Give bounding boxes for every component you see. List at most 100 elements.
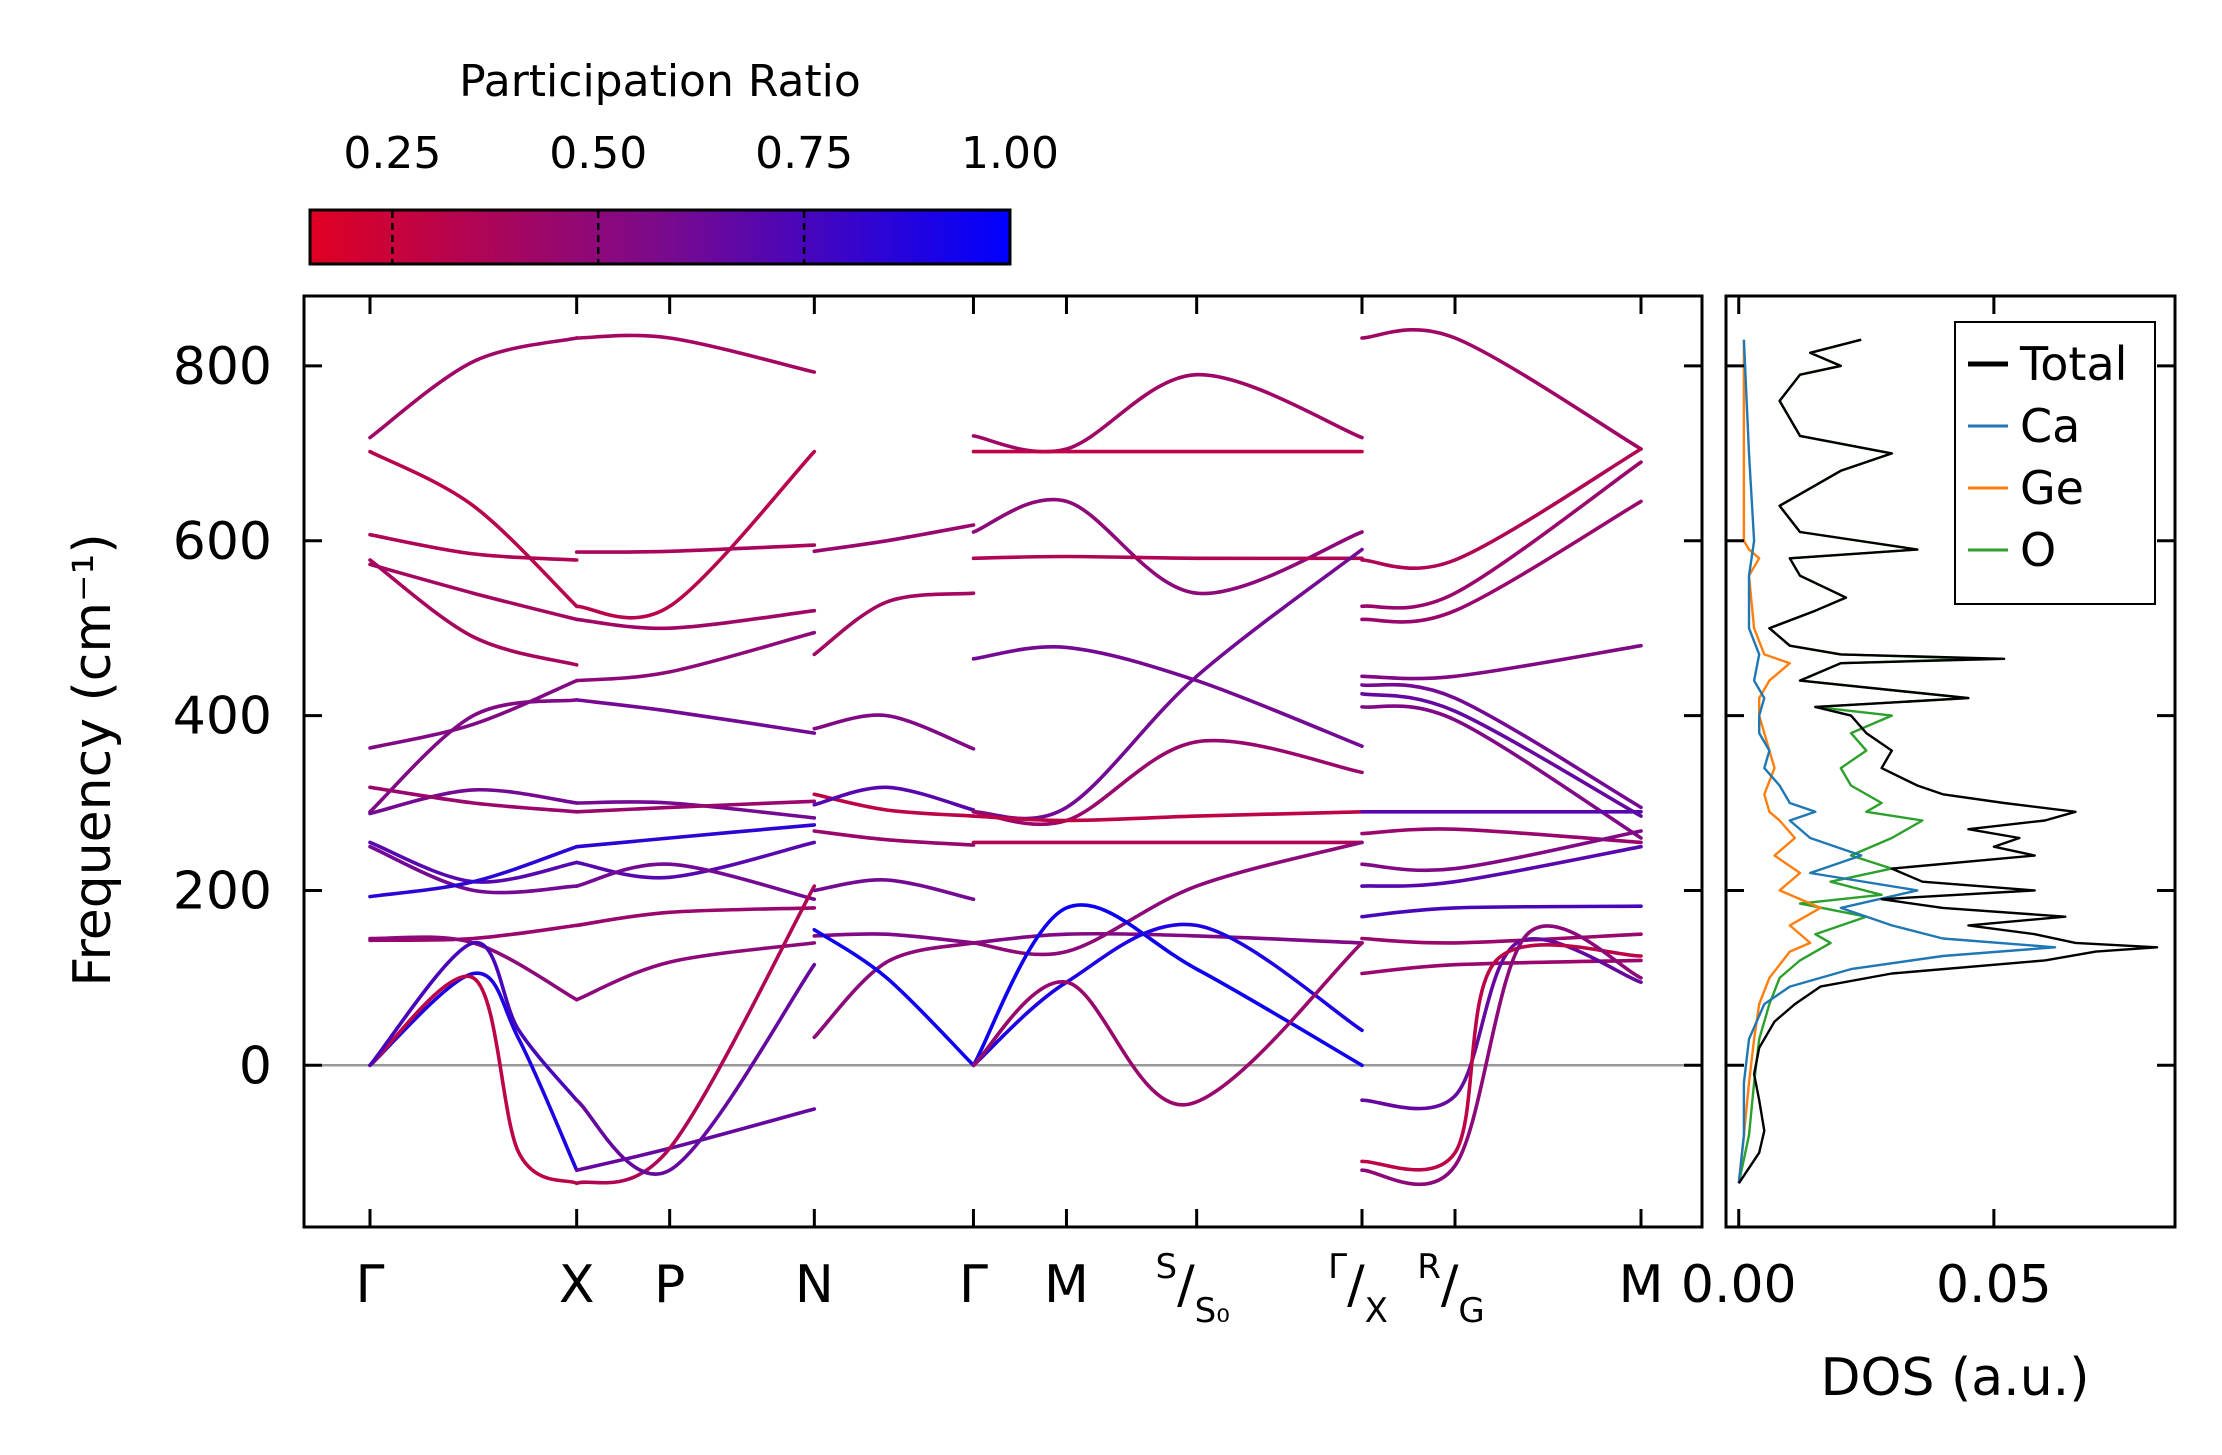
dos-legend: Total Ca Ge O bbox=[1954, 321, 2156, 605]
colorbar bbox=[308, 208, 1012, 266]
dos-x-axis-label: DOS (a.u.) bbox=[1821, 1348, 2090, 1408]
band-16 bbox=[368, 785, 579, 814]
band-36 bbox=[812, 713, 976, 751]
kpoint-label: N bbox=[795, 1255, 834, 1315]
band-63 bbox=[1360, 682, 1643, 810]
y-tick-label: 600 bbox=[173, 512, 272, 572]
band-53 bbox=[971, 931, 1364, 945]
band-02 bbox=[574, 333, 817, 374]
band-68 bbox=[1360, 829, 1643, 873]
band-01 bbox=[368, 336, 579, 440]
band-39 bbox=[812, 829, 976, 847]
y-tick-label: 200 bbox=[173, 861, 272, 921]
band-19 bbox=[574, 840, 817, 880]
band-23 bbox=[574, 823, 817, 849]
band-72 bbox=[1360, 958, 1643, 976]
band-43 bbox=[812, 928, 976, 1068]
band-14 bbox=[368, 787, 579, 816]
legend-label-o: O bbox=[2020, 523, 2056, 577]
band-59 bbox=[1360, 447, 1643, 570]
band-54 bbox=[971, 840, 1364, 957]
band-70 bbox=[1360, 904, 1643, 919]
band-75 bbox=[1360, 924, 1643, 1187]
band-48 bbox=[971, 644, 1364, 748]
band-15 bbox=[574, 800, 817, 820]
y-tick-label: 800 bbox=[173, 337, 272, 397]
y-tick-label: 400 bbox=[173, 687, 272, 747]
band-74 bbox=[1360, 943, 1643, 1172]
band-29 bbox=[574, 1107, 817, 1172]
band-31 bbox=[574, 884, 817, 1186]
legend-label-ca: Ca bbox=[2020, 399, 2080, 453]
band-20 bbox=[368, 844, 579, 895]
band-65 bbox=[1360, 704, 1643, 840]
band-71 bbox=[1360, 932, 1643, 945]
band-49 bbox=[971, 547, 1364, 821]
y-tick-label: 0 bbox=[239, 1036, 272, 1096]
kpoint-label: R/G bbox=[1417, 1247, 1485, 1331]
band-04 bbox=[574, 449, 817, 620]
kpoint-label: Γ/X bbox=[1328, 1247, 1388, 1331]
kpoint-label: X bbox=[559, 1255, 595, 1315]
band-03 bbox=[368, 449, 579, 609]
band-58 bbox=[1360, 328, 1643, 451]
kpoint-label: S/S₀ bbox=[1155, 1247, 1229, 1331]
band-33 bbox=[574, 962, 817, 1176]
band-41 bbox=[812, 932, 976, 945]
band-32 bbox=[368, 941, 579, 1102]
dos-series-total bbox=[1737, 338, 2159, 1184]
colorbar-tick-label: 1.00 bbox=[961, 128, 1059, 179]
band-17 bbox=[574, 799, 817, 814]
band-51 bbox=[971, 810, 1364, 823]
band-26 bbox=[368, 935, 579, 1002]
colorbar-tick-label: 0.25 bbox=[343, 128, 441, 179]
band-21 bbox=[574, 862, 817, 901]
y-axis-label: Frequency (cm⁻¹) bbox=[63, 533, 123, 986]
dos-series-ca bbox=[1737, 339, 2057, 1184]
kpoint-label: Γ bbox=[356, 1255, 385, 1315]
kpoint-label: Γ bbox=[959, 1255, 988, 1315]
band-46 bbox=[971, 497, 1364, 596]
band-34 bbox=[812, 523, 976, 554]
band-47 bbox=[971, 554, 1364, 561]
kpoint-label: M bbox=[1619, 1255, 1664, 1315]
legend-label-total: Total bbox=[2019, 337, 2127, 391]
band-06 bbox=[368, 558, 579, 667]
band-73 bbox=[1360, 936, 1643, 1111]
band-38 bbox=[812, 785, 976, 812]
band-07 bbox=[368, 562, 579, 622]
band-30 bbox=[368, 974, 579, 1186]
band-42 bbox=[812, 941, 976, 1040]
band-08 bbox=[574, 608, 817, 631]
band-10 bbox=[368, 678, 579, 750]
band-25 bbox=[574, 906, 817, 928]
band-13 bbox=[574, 698, 817, 735]
dos-x-tick-label: 0.00 bbox=[1681, 1255, 1797, 1315]
band-35 bbox=[812, 591, 976, 657]
band-62 bbox=[1360, 643, 1643, 681]
colorbar-ticks: 0.25 0.50 0.75 1.00 bbox=[343, 128, 1059, 263]
band-44 bbox=[971, 372, 1364, 454]
band-11 bbox=[574, 630, 817, 683]
band-69 bbox=[1360, 844, 1643, 888]
band-50 bbox=[971, 738, 1364, 827]
kpoint-label: P bbox=[654, 1255, 685, 1315]
legend-box bbox=[1954, 321, 2156, 605]
band-28 bbox=[368, 971, 579, 1172]
band-56 bbox=[971, 922, 1364, 1068]
band-40 bbox=[812, 878, 976, 901]
dos-series-ge bbox=[1737, 339, 1822, 1184]
colorbar-tick-label: 0.50 bbox=[549, 128, 647, 179]
band-24 bbox=[368, 923, 579, 943]
band-64 bbox=[1360, 692, 1643, 818]
dos-x-tick-label: 0.05 bbox=[1936, 1255, 2052, 1315]
dos-axes-frame bbox=[1724, 294, 2177, 1229]
dos-panel: 0.00 0.05 DOS (a.u.) Total Ca Ge O bbox=[1681, 294, 2177, 1408]
band-60 bbox=[1360, 460, 1643, 610]
band-22 bbox=[368, 844, 579, 899]
legend-label-ge: Ge bbox=[2020, 461, 2084, 515]
band-axes-frame bbox=[302, 294, 1704, 1229]
dos-series-o bbox=[1737, 338, 1985, 1184]
